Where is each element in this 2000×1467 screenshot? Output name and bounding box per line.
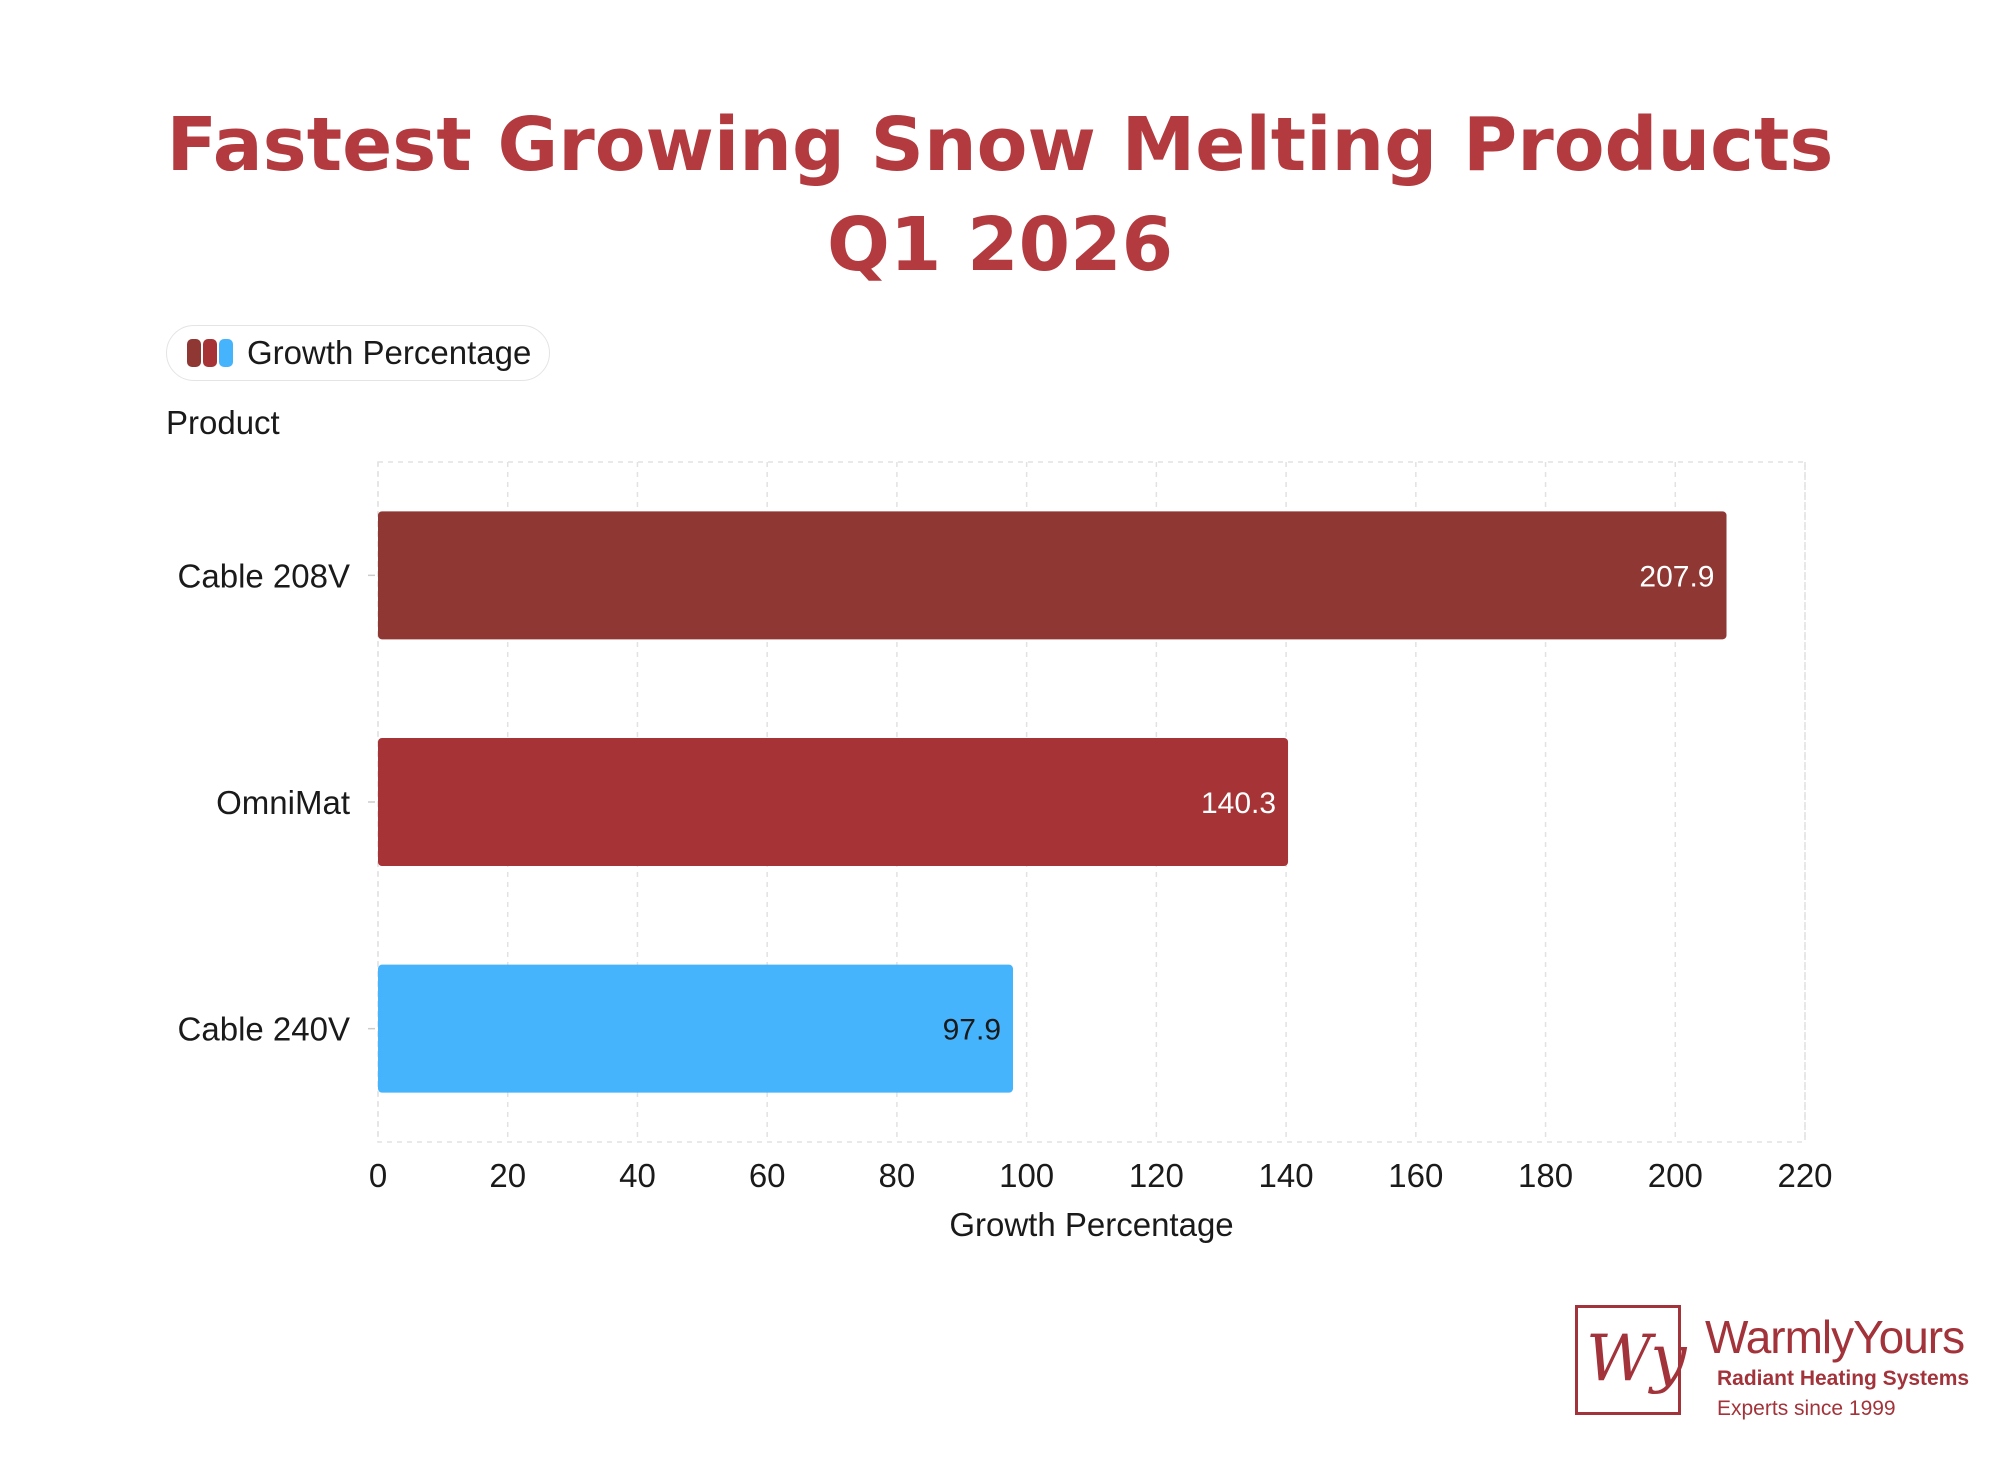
legend-swatch-2: [219, 339, 233, 367]
brand-since: Experts since 1999: [1717, 1397, 1896, 1420]
brand-tagline: Radiant Heating Systems: [1717, 1367, 1970, 1390]
x-tick-label: 80: [879, 1157, 916, 1194]
x-tick-label: 160: [1388, 1157, 1443, 1194]
chart-title: Fastest Growing Snow Melting Products Q1…: [0, 95, 2000, 295]
legend-swatch-1: [203, 339, 217, 367]
x-tick-label: 140: [1259, 1157, 1314, 1194]
y-axis-title: Product: [166, 404, 280, 441]
brand-name: WarmlyYours: [1705, 1311, 1965, 1363]
x-axis-title: Growth Percentage: [949, 1206, 1233, 1243]
x-tick-label: 100: [999, 1157, 1054, 1194]
x-tick-label: 180: [1518, 1157, 1573, 1194]
bar: [378, 964, 1014, 1093]
legend-swatch: [187, 339, 235, 367]
logo-mark-letters: Wy: [1586, 1322, 1687, 1396]
bar-value-label: 207.9: [1639, 560, 1714, 593]
x-tick-label: 220: [1777, 1157, 1832, 1194]
y-tick-label: OmniMat: [216, 784, 350, 821]
x-tick-label: 60: [749, 1157, 786, 1194]
x-tick-label: 0: [369, 1157, 387, 1194]
chart-title-line-1: Fastest Growing Snow Melting Products: [166, 102, 1834, 188]
x-tick-label: 200: [1648, 1157, 1703, 1194]
bar-value-label: 140.3: [1201, 787, 1276, 820]
legend-label: Growth Percentage: [247, 334, 532, 371]
bar: [378, 511, 1727, 640]
chart-legend[interactable]: Growth Percentage: [166, 325, 551, 381]
y-tick-label: Cable 208V: [178, 557, 350, 594]
logo-mark: Wy: [1575, 1305, 1687, 1415]
bar: [378, 738, 1289, 866]
bar-value-label: 97.9: [943, 1014, 1001, 1047]
x-tick-label: 120: [1129, 1157, 1184, 1194]
x-tick-label: 40: [619, 1157, 656, 1194]
x-tick-label: 20: [489, 1157, 526, 1194]
legend-swatch-0: [187, 339, 201, 367]
y-tick-label: Cable 240V: [178, 1011, 350, 1048]
brand-logo: Wy WarmlyYours Radiant Heating Systems E…: [1575, 1305, 1995, 1445]
chart-title-line-2: Q1 2026: [826, 202, 1174, 288]
